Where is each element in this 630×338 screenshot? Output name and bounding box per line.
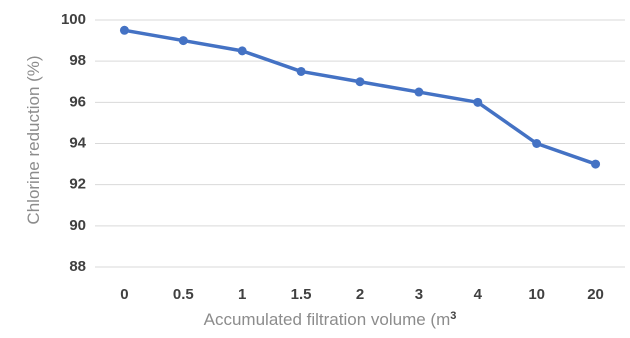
- data-point: [119, 25, 129, 35]
- data-point: [591, 159, 601, 169]
- x-tick-label: 0: [120, 286, 128, 303]
- x-tick-label: 1: [238, 286, 246, 303]
- series: [119, 25, 601, 169]
- series-line: [124, 28, 597, 166]
- x-tick-label: 4: [474, 286, 483, 303]
- data-point: [237, 46, 247, 56]
- x-axis-title-text: Accumulated filtration volume (m: [204, 310, 451, 329]
- y-tick-label: 90: [69, 217, 86, 234]
- y-tick-label: 96: [69, 93, 86, 110]
- x-axis-title-superscript: 3: [450, 310, 456, 322]
- data-point: [178, 36, 188, 46]
- y-axis-title: Chlorine reduction (%): [24, 55, 43, 224]
- data-point: [473, 97, 483, 107]
- x-axis-ticks: 0 0.5 1 1.5 2 3 4 10 20: [120, 286, 604, 303]
- data-point: [355, 77, 365, 87]
- gridlines: [95, 19, 625, 268]
- x-tick-label: 20: [587, 286, 604, 303]
- y-tick-label: 100: [61, 11, 86, 28]
- y-axis-ticks: 88 90 92 94 96 98 100: [61, 11, 87, 275]
- x-tick-label: 2: [356, 286, 364, 303]
- y-tick-label: 92: [69, 176, 86, 193]
- y-tick-label: 88: [69, 258, 86, 275]
- data-point: [414, 87, 424, 97]
- y-tick-label: 98: [69, 52, 86, 69]
- x-tick-label: 1.5: [291, 286, 312, 303]
- data-point: [532, 139, 542, 148]
- x-axis-title: Accumulated filtration volume (m3: [204, 310, 457, 329]
- x-tick-label: 3: [415, 286, 423, 303]
- y-tick-label: 94: [69, 134, 86, 151]
- data-point: [296, 66, 306, 76]
- x-tick-label: 0.5: [173, 286, 194, 303]
- x-tick-label: 10: [528, 286, 545, 303]
